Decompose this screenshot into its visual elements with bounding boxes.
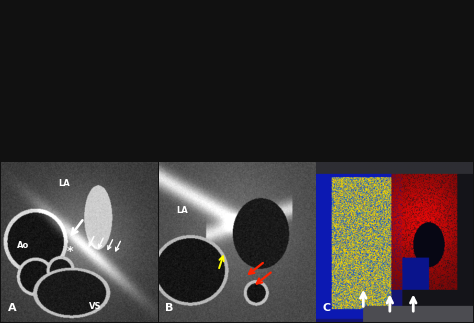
Text: *: * [67, 245, 73, 258]
Text: VS: VS [89, 302, 101, 311]
Text: LA: LA [58, 179, 70, 188]
Text: Ao: Ao [17, 241, 29, 250]
Text: LA: LA [176, 206, 188, 215]
Text: A: A [8, 303, 16, 313]
Text: C: C [323, 303, 331, 313]
Text: B: B [165, 303, 173, 313]
